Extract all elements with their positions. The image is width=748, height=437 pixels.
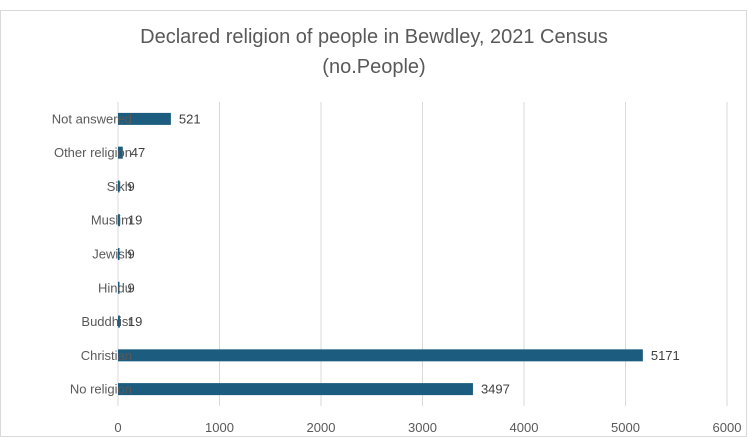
data-label: 19 [128, 213, 142, 228]
x-tick-label: 6000 [713, 420, 742, 435]
data-label: 19 [128, 314, 142, 329]
data-label: 47 [131, 145, 145, 160]
bar-hindu [118, 281, 120, 294]
category-label: Jewish [92, 247, 132, 262]
category-label: Muslim [91, 213, 132, 228]
x-tick-labels: 0 1000 2000 3000 4000 5000 6000 [114, 420, 741, 435]
bar-muslim [118, 214, 120, 227]
category-label: Christian [81, 348, 132, 363]
x-tick-label: 1000 [205, 420, 234, 435]
category-label: Sikh [107, 179, 132, 194]
x-tick-label: 0 [114, 420, 121, 435]
bar-other-religion [118, 146, 123, 159]
x-tick-label: 3000 [408, 420, 437, 435]
data-label: 9 [128, 179, 135, 194]
bar-jewish [118, 248, 120, 260]
bar-not-answered [118, 112, 171, 125]
value-labels: 521 47 9 19 9 9 19 5171 3497 [128, 111, 680, 396]
bar-no-religion [118, 383, 473, 396]
data-label: 9 [128, 247, 135, 262]
category-label: Other religion [54, 145, 132, 160]
chart-subtitle: (no.People) [322, 56, 426, 78]
category-label: Not answered [52, 111, 132, 126]
data-label: 5171 [651, 348, 680, 363]
bar-christian [118, 349, 643, 362]
category-label: No religion [70, 382, 132, 397]
bar-sikh [118, 180, 120, 193]
chart-title: Declared religion of people in Bewdley, … [140, 26, 608, 48]
x-tick-label: 4000 [510, 420, 539, 435]
category-label: Hindu [98, 280, 132, 295]
chart-frame [0, 10, 747, 437]
x-tick-label: 2000 [307, 420, 336, 435]
bars [118, 112, 643, 396]
data-label: 521 [179, 111, 201, 126]
category-label: Buddhist [81, 314, 132, 329]
x-tick-label: 5000 [611, 420, 640, 435]
data-label: 9 [128, 280, 135, 295]
data-label: 3497 [481, 382, 510, 397]
bar-buddhist [118, 315, 120, 328]
category-labels: Not answered Other religion Sikh Muslim Jewi… [52, 111, 133, 396]
